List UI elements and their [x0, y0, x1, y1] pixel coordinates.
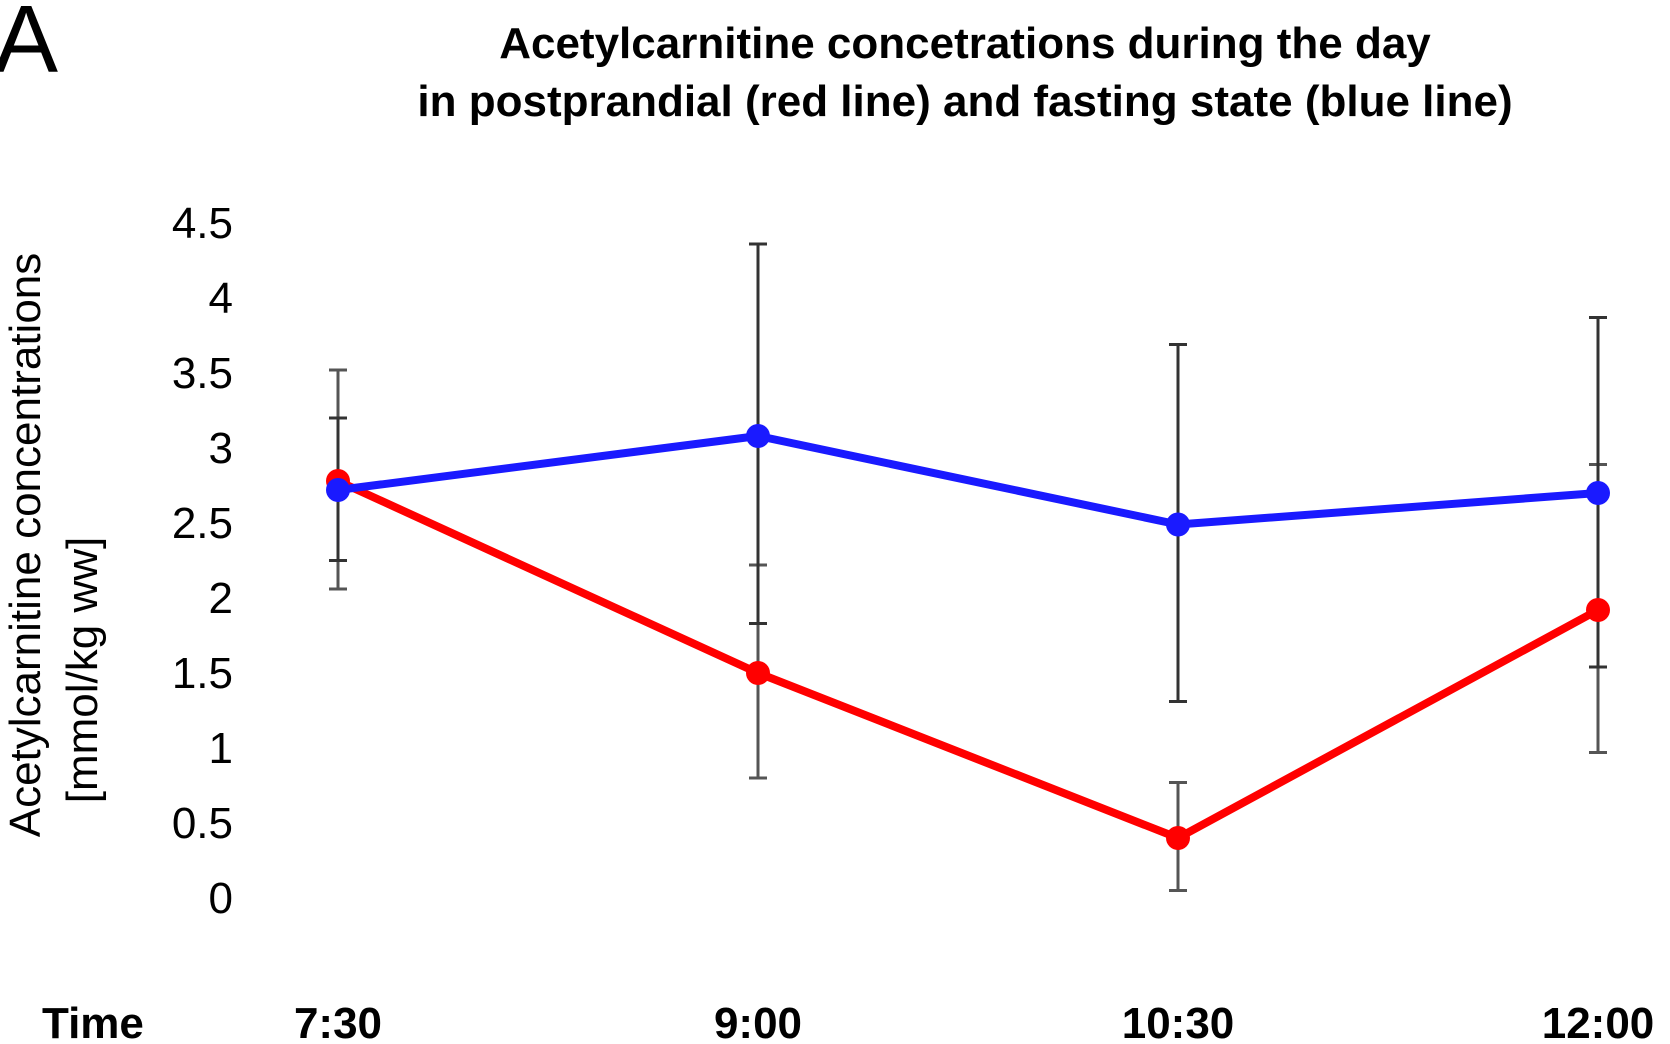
y-tick-label: 3: [209, 424, 233, 473]
series-lines: [334, 432, 1602, 842]
x-tick-label: 12:00: [1542, 999, 1655, 1044]
x-tick-label: 7:30: [294, 999, 382, 1044]
data-point-fasting: [1586, 481, 1610, 505]
x-tick-label: 10:30: [1122, 999, 1235, 1044]
y-tick-label: 1.5: [172, 649, 233, 698]
y-axis-label-line-2: [mmol/kg ww]: [58, 537, 107, 803]
y-tick-label: 4.5: [172, 199, 233, 248]
data-point-fasting: [746, 424, 770, 448]
x-axis-label: Time: [42, 999, 144, 1044]
data-point-postprandial: [1166, 826, 1190, 850]
y-tick-label: 1: [209, 724, 233, 773]
data-point-fasting: [1166, 512, 1190, 537]
data-point-postprandial: [746, 661, 770, 685]
data-point-fasting: [326, 478, 350, 502]
chart-title-line-2: in postprandial (red line) and fasting s…: [417, 77, 1512, 126]
y-tick-label: 2: [209, 574, 233, 623]
chart-title-line-1: Acetylcarnitine concetrations during the…: [499, 19, 1431, 68]
panel-label: A: [0, 0, 58, 93]
data-point-postprandial: [1586, 598, 1610, 622]
y-tick-label: 3.5: [172, 349, 233, 398]
series-line-fasting: [334, 432, 1602, 529]
x-tick-label: 9:00: [714, 999, 802, 1044]
series-line-postprandial: [334, 477, 1602, 842]
series-points: [326, 424, 1610, 850]
y-tick-label: 0.5: [172, 799, 233, 848]
y-tick-label: 4: [209, 274, 233, 323]
y-axis-label-line-1: Acetylcarnitine concentrations: [1, 253, 50, 838]
y-tick-labels: 0 0.5 1 1.5 2 2.5 3 3.5 4 4.5: [172, 199, 233, 923]
y-tick-label: 2.5: [172, 499, 233, 548]
x-tick-labels: 7:30 9:00 10:30 12:00: [294, 999, 1654, 1044]
y-tick-label: 0: [209, 874, 233, 923]
